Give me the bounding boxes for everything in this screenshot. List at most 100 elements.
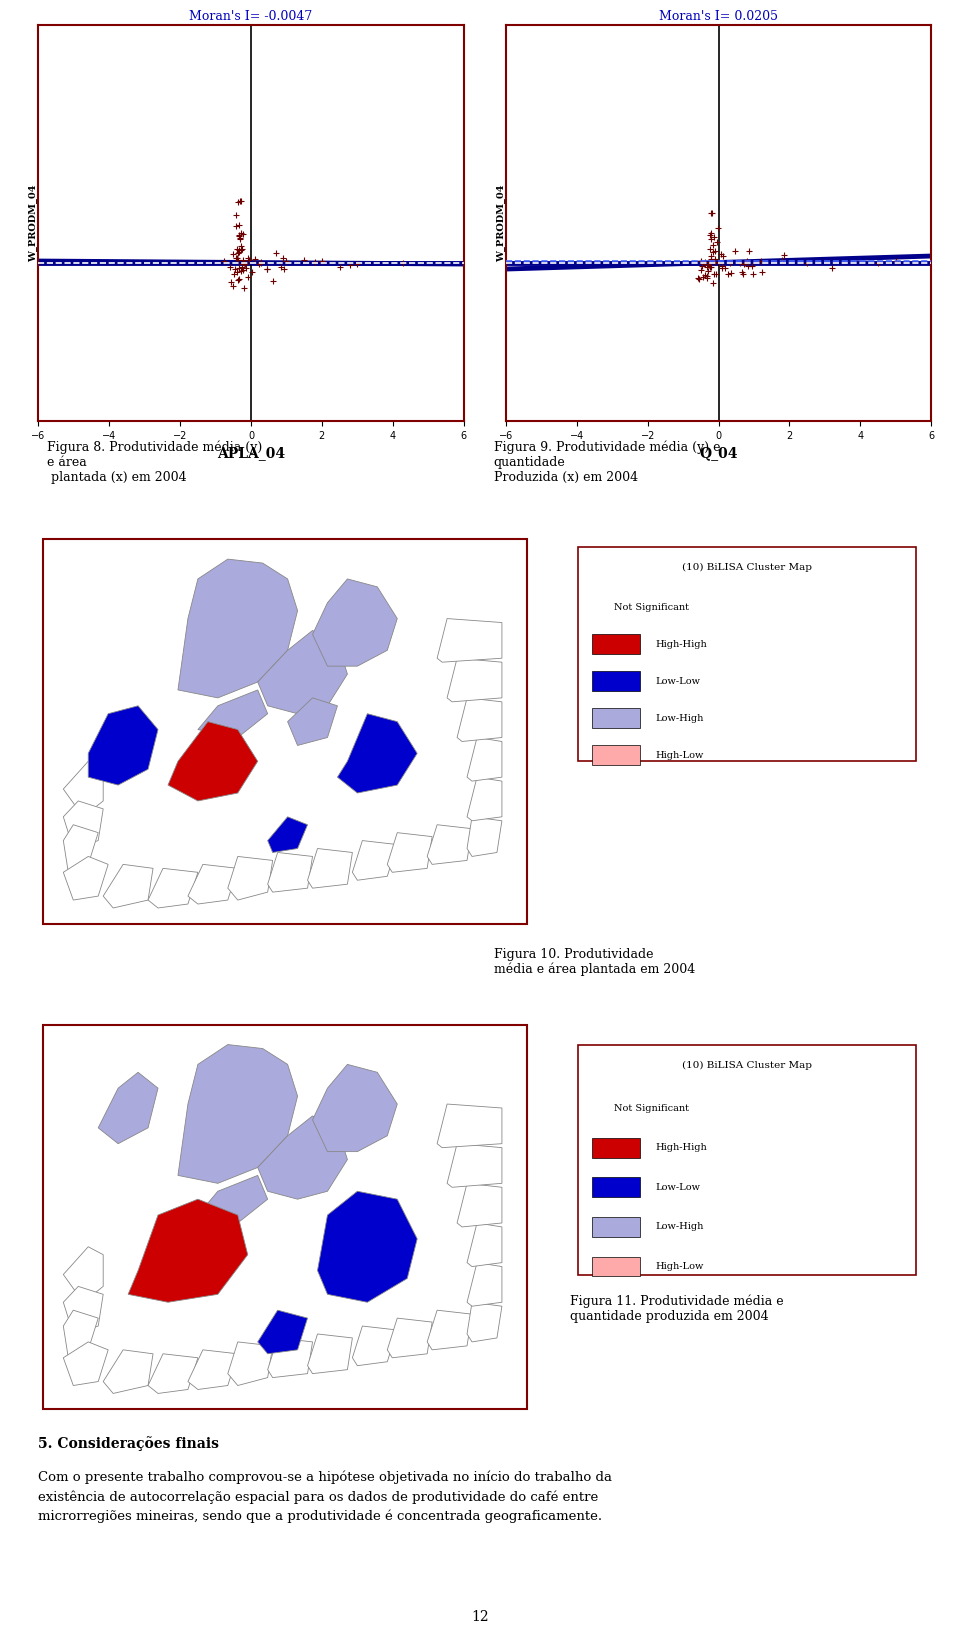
Polygon shape bbox=[338, 713, 418, 792]
Point bbox=[707, 261, 722, 288]
Point bbox=[234, 253, 250, 279]
Point bbox=[228, 212, 244, 238]
Point bbox=[240, 245, 255, 271]
Point bbox=[276, 245, 291, 271]
Point bbox=[700, 265, 715, 291]
Point bbox=[871, 250, 886, 276]
Polygon shape bbox=[467, 1223, 502, 1266]
Polygon shape bbox=[88, 705, 158, 786]
Bar bbox=[592, 671, 640, 690]
Point bbox=[231, 212, 247, 238]
Bar bbox=[592, 1256, 640, 1276]
Polygon shape bbox=[467, 1302, 502, 1342]
Bar bbox=[592, 1138, 640, 1157]
Point bbox=[252, 252, 267, 278]
Point bbox=[230, 247, 246, 273]
Point bbox=[230, 266, 246, 293]
Point bbox=[274, 253, 289, 279]
Point bbox=[713, 240, 729, 266]
Bar bbox=[592, 635, 640, 654]
Text: 12: 12 bbox=[471, 1609, 489, 1624]
Point bbox=[276, 256, 292, 283]
Polygon shape bbox=[467, 738, 502, 781]
Point bbox=[297, 247, 312, 273]
Text: Low-Low: Low-Low bbox=[655, 677, 700, 686]
Point bbox=[825, 255, 840, 281]
Polygon shape bbox=[457, 697, 502, 741]
Point bbox=[228, 202, 244, 229]
Point bbox=[230, 240, 246, 266]
Polygon shape bbox=[168, 722, 257, 801]
Point bbox=[231, 224, 247, 250]
Point bbox=[706, 270, 721, 296]
Polygon shape bbox=[268, 853, 313, 893]
Point bbox=[229, 235, 245, 261]
Point bbox=[727, 238, 742, 265]
Polygon shape bbox=[228, 1342, 273, 1386]
Point bbox=[746, 260, 761, 286]
Polygon shape bbox=[63, 801, 103, 848]
Point bbox=[740, 253, 756, 279]
Point bbox=[723, 250, 738, 276]
Polygon shape bbox=[307, 1333, 352, 1374]
Point bbox=[349, 250, 365, 276]
Point bbox=[710, 215, 726, 242]
Polygon shape bbox=[307, 848, 352, 888]
Text: Com o presente trabalho comprovou-se a hipótese objetivada no início do trabalho: Com o presente trabalho comprovou-se a h… bbox=[38, 1470, 612, 1524]
Point bbox=[227, 260, 242, 286]
Point bbox=[235, 247, 251, 273]
Point bbox=[777, 242, 792, 268]
Polygon shape bbox=[268, 817, 307, 853]
Polygon shape bbox=[457, 1184, 502, 1226]
Point bbox=[704, 245, 719, 271]
Polygon shape bbox=[178, 1044, 298, 1184]
Point bbox=[732, 250, 748, 276]
Text: Not Significant: Not Significant bbox=[614, 1103, 689, 1113]
Point bbox=[237, 252, 252, 278]
Polygon shape bbox=[257, 630, 348, 713]
Bar bbox=[592, 745, 640, 764]
Point bbox=[700, 250, 715, 276]
Polygon shape bbox=[63, 1310, 98, 1358]
Point bbox=[238, 255, 253, 281]
Point bbox=[229, 245, 245, 271]
Polygon shape bbox=[103, 865, 153, 907]
Point bbox=[700, 258, 715, 284]
Point bbox=[228, 245, 243, 271]
Text: Figura 9. Produtividade média (y) e
quantidade
Produzida (x) em 2004: Figura 9. Produtividade média (y) e quan… bbox=[493, 441, 720, 485]
Text: High-Low: High-Low bbox=[655, 1263, 704, 1271]
Polygon shape bbox=[352, 1327, 397, 1366]
Text: Figura 10. Produtividade
média e área plantada em 2004: Figura 10. Produtividade média e área pl… bbox=[493, 947, 695, 977]
Polygon shape bbox=[63, 1342, 108, 1386]
Point bbox=[699, 263, 714, 289]
Point bbox=[698, 252, 713, 278]
Point bbox=[691, 266, 707, 293]
Point bbox=[736, 250, 752, 276]
Text: High-High: High-High bbox=[655, 640, 707, 649]
Polygon shape bbox=[268, 1338, 313, 1378]
Polygon shape bbox=[198, 1175, 268, 1223]
Point bbox=[706, 232, 721, 258]
Point bbox=[703, 253, 718, 279]
Point bbox=[707, 248, 722, 275]
Point bbox=[714, 255, 730, 281]
Point bbox=[706, 224, 721, 250]
Point bbox=[236, 250, 252, 276]
Polygon shape bbox=[63, 1246, 103, 1302]
Point bbox=[245, 258, 260, 284]
Polygon shape bbox=[427, 825, 472, 865]
Bar bbox=[578, 547, 917, 761]
Text: Not Significant: Not Significant bbox=[614, 603, 689, 612]
Point bbox=[314, 248, 329, 275]
Polygon shape bbox=[257, 1116, 348, 1198]
Point bbox=[704, 199, 719, 225]
Point bbox=[703, 253, 718, 279]
Point bbox=[332, 253, 348, 279]
Text: 5. Considerações finais: 5. Considerações finais bbox=[38, 1437, 220, 1452]
Point bbox=[231, 237, 247, 263]
Polygon shape bbox=[257, 1310, 307, 1353]
Point bbox=[696, 265, 711, 291]
Polygon shape bbox=[427, 1310, 472, 1350]
Point bbox=[259, 256, 275, 283]
Polygon shape bbox=[63, 857, 108, 899]
